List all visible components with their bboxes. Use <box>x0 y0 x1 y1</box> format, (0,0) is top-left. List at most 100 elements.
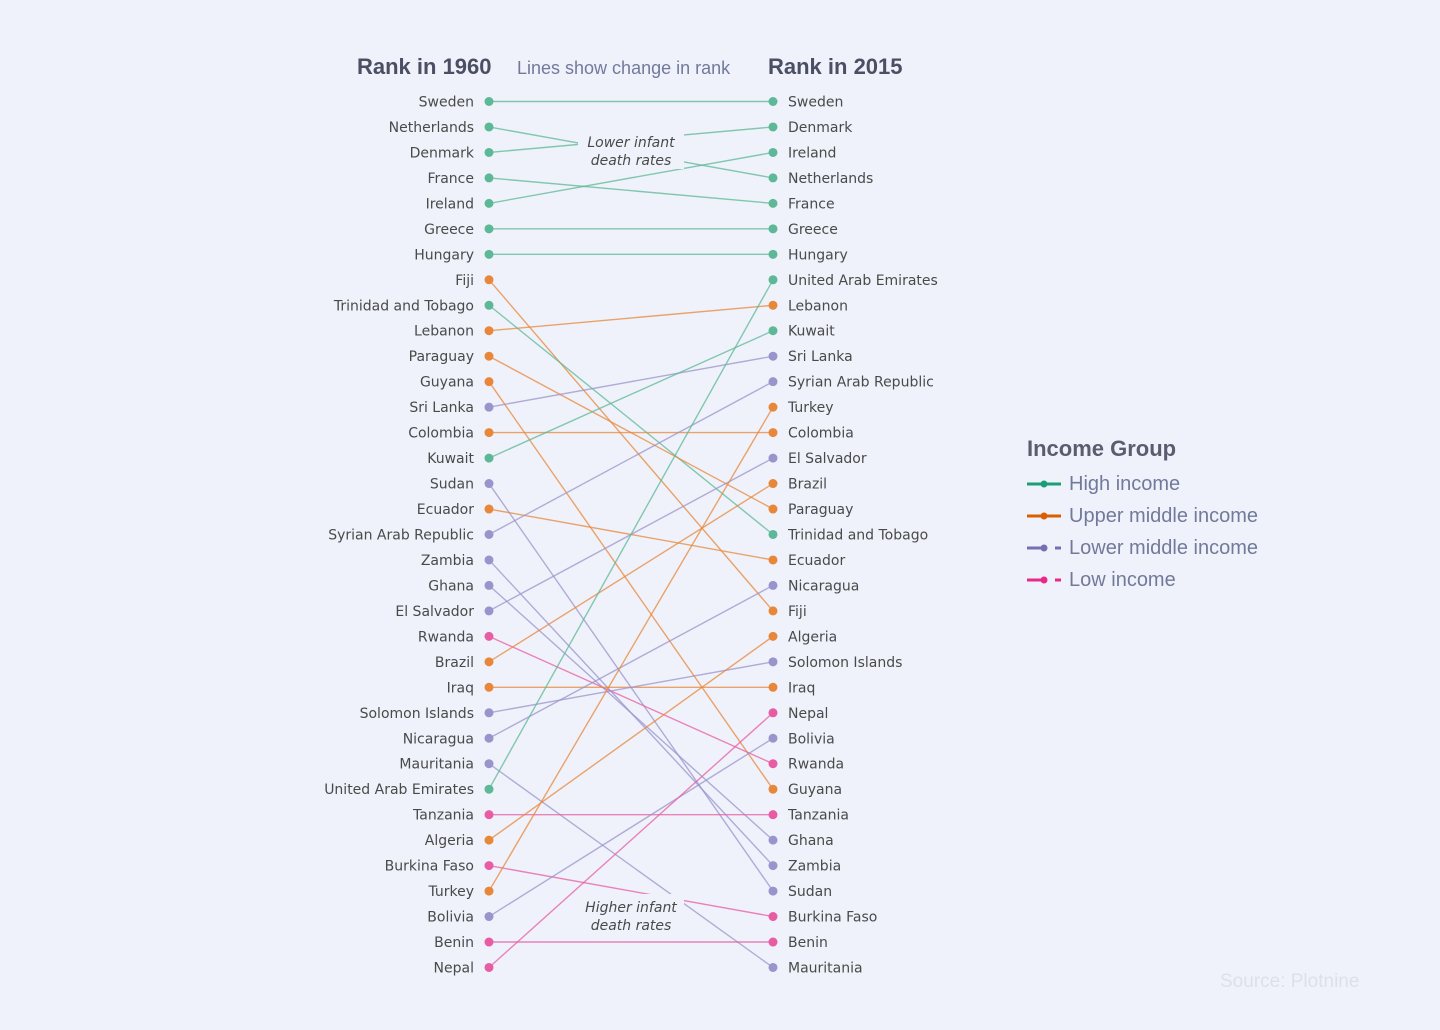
legend-line-icon <box>1027 576 1061 584</box>
label-1960: Iraq <box>447 680 474 696</box>
label-1960: Brazil <box>435 655 474 671</box>
dot-2015 <box>768 708 778 718</box>
legend-label: High income <box>1069 472 1181 495</box>
label-1960: Guyana <box>420 375 474 391</box>
label-1960: Solomon Islands <box>360 706 474 722</box>
dot-1960 <box>484 479 494 489</box>
dot-1960 <box>484 555 494 565</box>
label-2015: Burkina Faso <box>788 910 877 926</box>
dot-1960 <box>484 224 494 234</box>
legend-label: Upper middle income <box>1069 504 1258 527</box>
rank-line <box>488 635 774 765</box>
dot-2015 <box>768 912 778 922</box>
dot-2015 <box>768 300 778 310</box>
dot-1960 <box>484 428 494 438</box>
label-1960: Tanzania <box>412 808 474 824</box>
dot-2015 <box>768 97 778 106</box>
label-1960: Sri Lanka <box>409 400 474 416</box>
dot-2015 <box>768 657 778 667</box>
dot-1960 <box>484 198 494 208</box>
dot-2015 <box>768 351 778 361</box>
dot-2015 <box>768 377 778 387</box>
dot-1960 <box>484 97 494 106</box>
label-2015: Iraq <box>788 680 815 696</box>
label-1960: United Arab Emirates <box>324 782 474 798</box>
dot-1960 <box>484 962 494 972</box>
label-1960: Bolivia <box>427 910 474 926</box>
dot-2015 <box>768 198 778 208</box>
dot-1960 <box>484 759 494 769</box>
dot-1960 <box>484 861 494 871</box>
legend-item: Lower middle income <box>1027 532 1258 564</box>
dot-1960 <box>484 631 494 641</box>
dot-1960 <box>484 580 494 590</box>
label-2015: Benin <box>788 935 828 951</box>
rank-line <box>488 279 774 790</box>
dot-1960 <box>484 682 494 692</box>
label-2015: Sri Lanka <box>788 349 853 365</box>
dot-2015 <box>768 861 778 871</box>
dot-1960 <box>484 937 494 947</box>
legend: Income Group High income Upper middle inc… <box>1027 436 1258 596</box>
dot-2015 <box>768 453 778 463</box>
rank-line <box>488 279 774 612</box>
label-2015: Tanzania <box>787 808 849 824</box>
country-labels: Sweden Netherlands Denmark France Ireland Gre… <box>324 95 938 977</box>
rank-line <box>488 763 774 969</box>
legend-title: Income Group <box>1027 436 1177 461</box>
label-1960: Nepal <box>434 960 474 976</box>
label-1960: Paraguay <box>409 349 474 365</box>
label-2015: Ireland <box>788 145 836 161</box>
rank-line <box>488 177 774 205</box>
label-2015: Algeria <box>788 629 837 645</box>
label-1960: Greece <box>424 222 474 238</box>
label-2015: Paraguay <box>788 502 853 518</box>
rank-line <box>488 304 774 536</box>
rank-line <box>488 330 774 459</box>
label-1960: Rwanda <box>418 629 474 645</box>
label-1960: Denmark <box>410 145 475 161</box>
dot-1960 <box>484 886 494 896</box>
dot-2015 <box>768 122 778 132</box>
rank-line <box>488 737 774 918</box>
label-2015: Syrian Arab Republic <box>788 375 934 391</box>
label-1960: Fiji <box>455 273 474 289</box>
dot-2015 <box>768 733 778 743</box>
dot-1960 <box>484 122 494 132</box>
dot-2015 <box>768 835 778 845</box>
label-1960: Sweden <box>419 95 474 111</box>
label-1960: Benin <box>434 935 474 951</box>
label-2015: France <box>788 196 835 212</box>
dot-1960 <box>484 326 494 336</box>
label-2015: Netherlands <box>788 171 873 187</box>
dot-2015 <box>768 810 778 820</box>
label-2015: Ecuador <box>788 553 845 569</box>
label-2015: Hungary <box>788 247 848 263</box>
label-1960: Sudan <box>430 477 474 493</box>
rank-line <box>488 304 774 332</box>
rank-line <box>488 406 774 892</box>
dot-1960 <box>484 351 494 361</box>
dot-1960 <box>484 453 494 463</box>
rank-line <box>488 381 774 536</box>
label-2015: Brazil <box>788 477 827 493</box>
dot-1960 <box>484 810 494 820</box>
rank-line <box>488 381 774 790</box>
label-2015: Rwanda <box>788 757 844 773</box>
dot-1960 <box>484 606 494 616</box>
label-2015: Solomon Islands <box>788 655 902 671</box>
dot-1960 <box>484 835 494 845</box>
dot-2015 <box>768 937 778 947</box>
label-1960: France <box>427 171 474 187</box>
label-1960: Colombia <box>408 426 474 442</box>
label-1960: Ireland <box>426 196 474 212</box>
label-1960: Mauritania <box>399 757 474 773</box>
dot-2015 <box>768 962 778 972</box>
rank-line <box>488 151 774 205</box>
legend-label: Lower middle income <box>1069 536 1258 559</box>
legend-line-icon <box>1027 544 1061 552</box>
rank-line <box>488 584 774 841</box>
rank-change-lines <box>488 100 774 969</box>
annotation-text: Higher infant <box>585 900 677 916</box>
label-2015: Trinidad and Tobago <box>787 527 928 543</box>
